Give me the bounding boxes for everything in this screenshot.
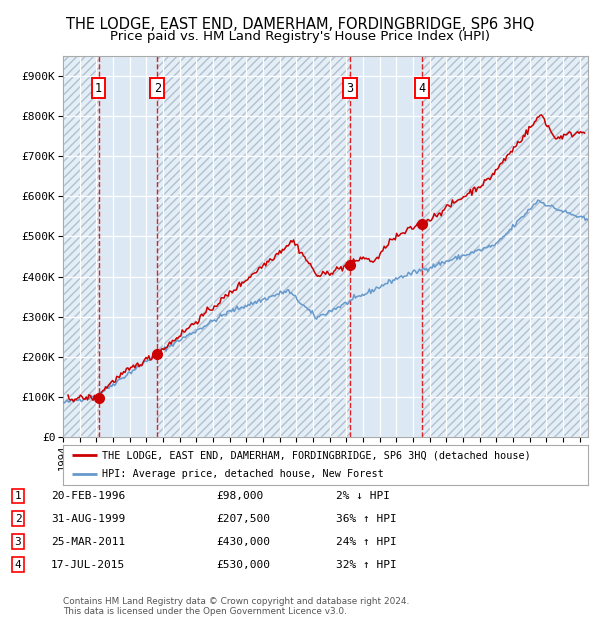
- Text: £207,500: £207,500: [216, 514, 270, 524]
- Text: 3: 3: [14, 537, 22, 547]
- Text: THE LODGE, EAST END, DAMERHAM, FORDINGBRIDGE, SP6 3HQ: THE LODGE, EAST END, DAMERHAM, FORDINGBR…: [66, 17, 534, 32]
- Text: Contains HM Land Registry data © Crown copyright and database right 2024.: Contains HM Land Registry data © Crown c…: [63, 597, 409, 606]
- Bar: [157, 56, 350, 437]
- Bar: [422, 56, 588, 437]
- Text: 2: 2: [14, 514, 22, 524]
- Bar: [157, 56, 350, 437]
- Bar: [63, 56, 98, 437]
- Text: 3: 3: [347, 82, 354, 95]
- Text: 20-FEB-1996: 20-FEB-1996: [51, 491, 125, 501]
- Text: £98,000: £98,000: [216, 491, 263, 501]
- Text: £430,000: £430,000: [216, 537, 270, 547]
- Text: 2% ↓ HPI: 2% ↓ HPI: [336, 491, 390, 501]
- Text: 1: 1: [14, 491, 22, 501]
- Text: HPI: Average price, detached house, New Forest: HPI: Average price, detached house, New …: [103, 469, 384, 479]
- Text: 4: 4: [418, 82, 425, 95]
- Bar: [422, 56, 588, 437]
- Text: 17-JUL-2015: 17-JUL-2015: [51, 560, 125, 570]
- Text: 31-AUG-1999: 31-AUG-1999: [51, 514, 125, 524]
- Text: Price paid vs. HM Land Registry's House Price Index (HPI): Price paid vs. HM Land Registry's House …: [110, 30, 490, 43]
- Text: £530,000: £530,000: [216, 560, 270, 570]
- Text: 32% ↑ HPI: 32% ↑ HPI: [336, 560, 397, 570]
- Text: 25-MAR-2011: 25-MAR-2011: [51, 537, 125, 547]
- Text: 2: 2: [154, 82, 161, 95]
- Text: 4: 4: [14, 560, 22, 570]
- Text: 36% ↑ HPI: 36% ↑ HPI: [336, 514, 397, 524]
- Text: 24% ↑ HPI: 24% ↑ HPI: [336, 537, 397, 547]
- Text: This data is licensed under the Open Government Licence v3.0.: This data is licensed under the Open Gov…: [63, 607, 347, 616]
- Text: 1: 1: [95, 82, 102, 95]
- Text: THE LODGE, EAST END, DAMERHAM, FORDINGBRIDGE, SP6 3HQ (detached house): THE LODGE, EAST END, DAMERHAM, FORDINGBR…: [103, 450, 531, 460]
- Bar: [63, 56, 98, 437]
